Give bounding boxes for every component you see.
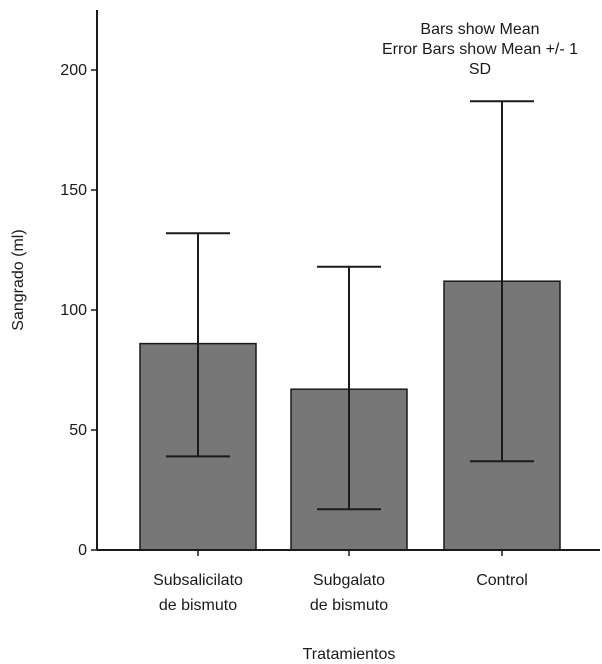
y-tick-label-100: 100	[60, 302, 87, 319]
annotation-line-1: Error Bars show Mean +/- 1	[382, 41, 578, 58]
y-tick-label-0: 0	[78, 542, 87, 559]
y-tick-label-200: 200	[60, 62, 87, 79]
annotation-group: Bars show Mean Error Bars show Mean +/- 1…	[382, 21, 578, 78]
annotation-line-0: Bars show Mean	[420, 21, 539, 38]
error-bars-group	[166, 100, 534, 511]
x-axis-label: Tratamientos	[303, 646, 396, 663]
x-category-label-0-0: Subsalicilato	[153, 572, 243, 589]
x-category-labels: Subsalicilato de bismuto Subgalato de bismu…	[153, 550, 528, 614]
x-category-label-1-0: Subgalato	[313, 572, 385, 589]
x-category-label-2-0: Control	[476, 572, 528, 589]
y-tick-label-50: 50	[69, 422, 87, 439]
y-ticks-group: 0 50 100 150 200	[60, 62, 97, 559]
annotation-line-2: SD	[469, 61, 491, 78]
y-axis-label: Sangrado (ml)	[10, 229, 27, 330]
x-category-label-0-1: de bismuto	[159, 597, 237, 614]
y-tick-label-150: 150	[60, 182, 87, 199]
x-category-label-1-1: de bismuto	[310, 597, 388, 614]
